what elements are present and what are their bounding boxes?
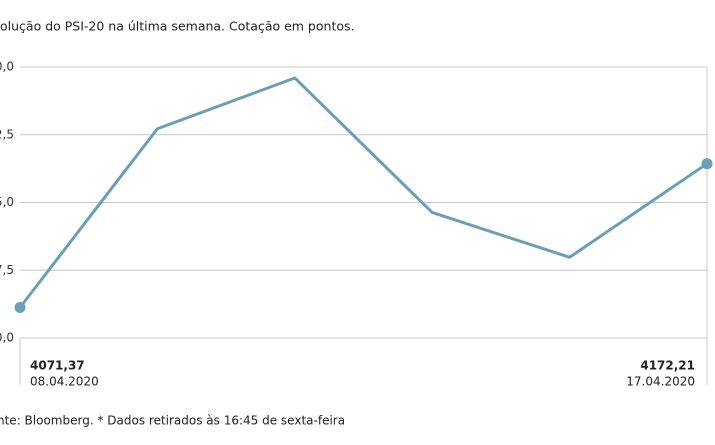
value-label: 4071,37 xyxy=(30,359,85,373)
source-note: nte: Bloomberg. * Dados retirados às 16:… xyxy=(0,414,345,428)
y-tick-label: 7,5 xyxy=(0,263,14,277)
y-tick-label: 0,0 xyxy=(0,331,14,345)
value-label: 4172,21 xyxy=(640,359,695,373)
y-tick-label: 5,0 xyxy=(0,195,14,209)
y-tick-label: 0,0 xyxy=(0,60,14,74)
line-series xyxy=(18,76,708,309)
x-tick-label: 17.04.2020 xyxy=(626,375,695,389)
chart-title: olução do PSI-20 na última semana. Cotaç… xyxy=(0,19,354,34)
x-tick-label: 08.04.2020 xyxy=(30,375,99,389)
y-tick-label: 2,5 xyxy=(0,127,14,141)
data-point xyxy=(14,302,26,314)
data-point xyxy=(701,158,713,170)
